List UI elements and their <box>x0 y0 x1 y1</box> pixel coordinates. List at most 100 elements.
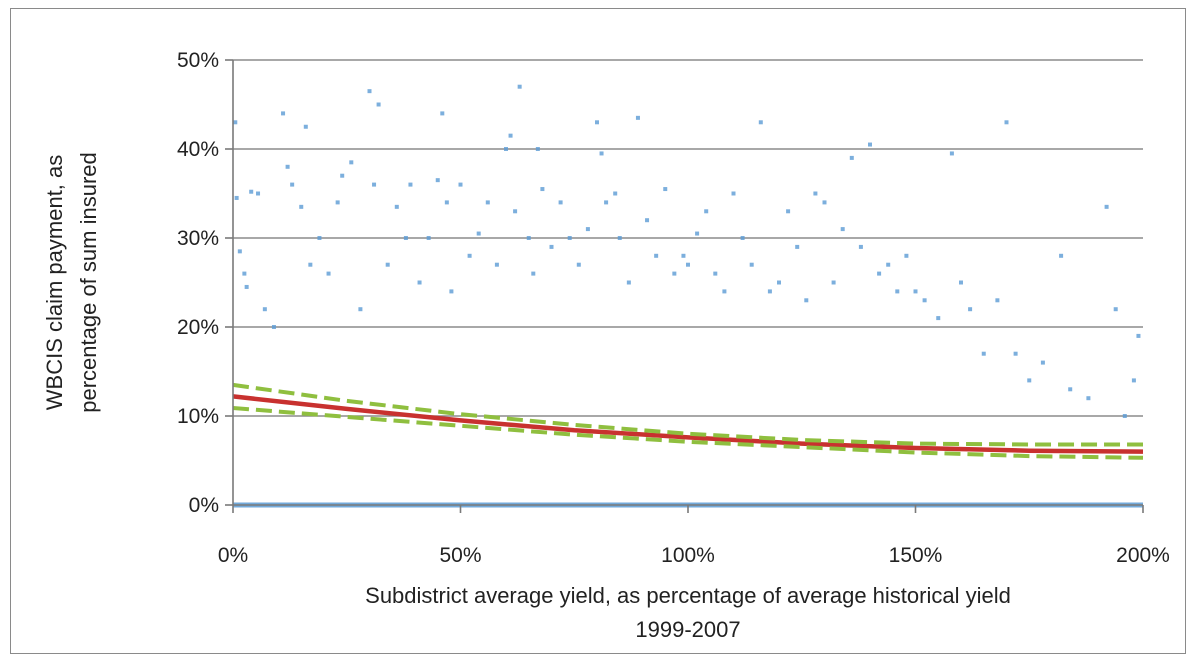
scatter-point <box>749 262 754 267</box>
y-tick-label: 0% <box>189 494 219 517</box>
scatter-point <box>731 191 736 196</box>
scatter-point <box>613 191 618 196</box>
scatter-point <box>795 244 800 249</box>
scatter-point <box>1068 387 1073 392</box>
chart-frame <box>10 8 1186 654</box>
scatter-point <box>968 307 973 312</box>
fitted-curve <box>232 394 1144 454</box>
scatter-point <box>335 200 340 205</box>
scatter-point <box>317 236 322 240</box>
scatter-point <box>840 227 845 232</box>
scatter-point <box>758 120 763 125</box>
scatter-point <box>326 271 331 276</box>
scatter-point <box>1013 351 1018 356</box>
scatter-point <box>635 115 640 120</box>
scatter-point <box>995 298 1000 303</box>
scatter-point <box>567 236 572 240</box>
scatter-point <box>804 298 809 303</box>
axis-titles: Subdistrict average yield, as percentage… <box>42 152 1011 642</box>
scatter-point <box>281 111 286 116</box>
y-tick-label: 20% <box>177 316 219 339</box>
scatter-point <box>576 262 581 267</box>
scatter-point <box>767 289 772 294</box>
scatter-point <box>1113 307 1118 312</box>
scatter-point <box>349 160 354 165</box>
scatter-point <box>913 289 918 294</box>
scatter-point <box>895 289 900 294</box>
gridlines <box>233 59 1143 417</box>
scatter-point <box>1086 396 1091 401</box>
scatter-point <box>308 262 313 267</box>
scatter-point <box>740 236 745 240</box>
scatter-point <box>1059 253 1064 258</box>
scatter-point <box>494 262 499 267</box>
scatter-point <box>686 262 690 267</box>
scatter-point <box>877 271 882 276</box>
scatter-point <box>595 120 599 125</box>
scatter-point <box>271 325 276 329</box>
scatter-point <box>531 271 536 276</box>
scatter-point <box>408 182 413 187</box>
scatter-point <box>367 89 372 94</box>
scatter-point <box>1004 120 1009 125</box>
scatter-point <box>476 231 481 236</box>
scatter-point <box>681 253 686 258</box>
scatter-point <box>813 191 818 196</box>
scatter-point <box>858 244 863 249</box>
scatter-point <box>722 289 727 294</box>
confidence-band-line <box>232 382 1143 447</box>
scatter-point <box>695 231 700 236</box>
y-tick-label: 10% <box>177 405 219 428</box>
scatter-point <box>1027 378 1032 383</box>
scatter-point <box>617 236 622 240</box>
scatter-point <box>242 271 247 276</box>
scatter-point <box>786 209 791 214</box>
scatter-point <box>822 200 827 205</box>
scatter-point <box>234 195 239 200</box>
scatter-point <box>376 102 381 107</box>
scatter-point <box>426 236 431 240</box>
scatter-point <box>485 200 490 205</box>
x-tick-label: 200% <box>1116 544 1170 567</box>
scatter-point <box>1104 204 1109 209</box>
scatter-point <box>981 351 986 356</box>
scatter-point <box>303 124 308 129</box>
scatter-point <box>435 178 440 183</box>
scatter-point <box>517 84 522 89</box>
scatter-point <box>922 298 927 303</box>
scatter-point <box>256 191 261 196</box>
scatter-point <box>540 187 545 192</box>
scatter-point <box>262 307 267 312</box>
scatter-point <box>672 271 677 276</box>
scatter-point <box>504 147 508 151</box>
scatter-point <box>299 204 304 209</box>
scatter-point <box>831 280 836 285</box>
scatter-point <box>949 151 954 156</box>
scatter-point <box>663 187 668 192</box>
x-axis-title-line: 1999-2007 <box>635 617 740 642</box>
scatter-point <box>558 200 563 205</box>
scatter-point <box>849 155 854 160</box>
scatter-point <box>936 316 941 321</box>
scatter-point <box>340 173 345 178</box>
x-tick-label: 100% <box>661 544 715 567</box>
scatter-point <box>358 307 363 312</box>
scatter-point <box>508 133 513 138</box>
scatter-point <box>513 209 518 214</box>
scatter-point <box>458 182 463 187</box>
tick-labels: 0% 10% 20% 30% 40% 50% 0% 50% 100% 150% 200% <box>177 49 1170 567</box>
scatter-point <box>886 262 891 267</box>
trend-lines <box>232 382 1144 460</box>
scatter-point <box>1122 414 1127 418</box>
scatter-point <box>704 209 709 214</box>
y-tick-label: 30% <box>177 227 219 250</box>
scatter-point <box>1131 378 1136 383</box>
scatter-point <box>417 280 422 285</box>
scatter-point <box>535 147 540 151</box>
y-tick-label: 50% <box>177 49 219 72</box>
scatter-point <box>626 280 631 285</box>
scatter-point <box>585 227 590 232</box>
scatter-point <box>233 120 238 125</box>
scatter-point <box>1136 333 1141 338</box>
